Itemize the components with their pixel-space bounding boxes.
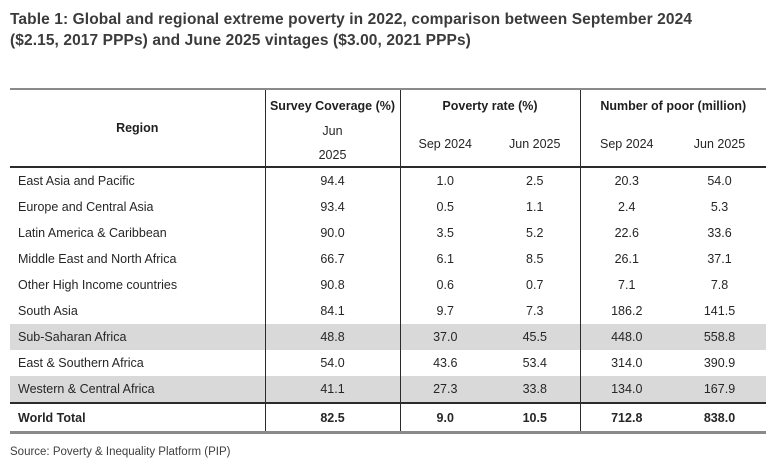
table-row-world-total: World Total 82.5 9.0 10.5 712.8 838.0 <box>10 402 767 433</box>
column-header-region: Region <box>116 121 159 135</box>
cell-poor-sep2024: 26.1 <box>579 246 673 272</box>
cell-survey-coverage: 66.7 <box>264 246 400 272</box>
cell-poverty-rate-jun2025: 0.7 <box>526 278 544 292</box>
table-header: Region Survey Coverage (%) Jun 2025 Pove… <box>10 89 767 167</box>
column-subheader-poverty-sep2024: Sep 2024 <box>399 121 490 167</box>
poverty-table: Region Survey Coverage (%) Jun 2025 Pove… <box>10 88 767 434</box>
cell-survey-coverage: 48.8 <box>264 324 400 350</box>
cell-poor-sep2024: 448.0 <box>579 324 673 350</box>
cell-poor-sep2024: 7.1 <box>579 272 673 298</box>
cell-poverty-rate-jun2025: 1.1 <box>526 200 544 214</box>
column-subheader-survey-jun: Jun <box>322 124 343 138</box>
cell-poverty-rate-jun2025: 10.5 <box>490 402 580 433</box>
table-row: East Asia and Pacific 94.4 1.0 2.5 20.3 … <box>10 167 766 194</box>
cell-region: East Asia and Pacific <box>18 174 135 188</box>
source-note: Source: Poverty & Inequality Platform (P… <box>10 446 231 458</box>
cell-survey-coverage: 90.8 <box>264 272 400 298</box>
table-row: South Asia 84.1 9.7 7.3 186.2 141.5 <box>10 298 766 324</box>
column-header-number-of-poor: Number of poor (million) <box>579 89 767 121</box>
cell-poverty-rate-sep2024: 9.0 <box>399 402 490 433</box>
cell-poor-sep2024: 134.0 <box>579 376 673 403</box>
cell-poverty-rate-sep2024: 43.6 <box>399 350 490 376</box>
column-subheader-poverty-jun2025: Jun 2025 <box>509 136 561 151</box>
cell-poor-sep2024: 22.6 <box>579 220 673 246</box>
table-row: Sub-Saharan Africa 48.8 37.0 45.5 448.0 … <box>10 324 767 350</box>
cell-survey-coverage: 41.1 <box>264 376 400 403</box>
cell-poor-sep2024: 712.8 <box>579 402 673 433</box>
cell-region: Latin America & Caribbean <box>18 226 167 240</box>
column-header-survey-coverage-label: Survey Coverage (%) <box>269 99 396 113</box>
cell-survey-coverage: 54.0 <box>264 350 400 376</box>
cell-poor-jun2025: 54.0 <box>707 174 732 188</box>
cell-poverty-rate-jun2025: 2.5 <box>526 174 544 188</box>
cell-region: Western & Central Africa <box>10 376 265 403</box>
cell-survey-coverage: 82.5 <box>264 402 400 433</box>
cell-poor-jun2025: 37.1 <box>707 252 732 266</box>
table-row: Other High Income countries 90.8 0.6 0.7… <box>10 272 766 298</box>
cell-poor-jun2025: 7.8 <box>710 278 729 292</box>
cell-poor-jun2025: 167.9 <box>673 376 767 403</box>
table-row: Western & Central Africa 41.1 27.3 33.8 … <box>10 376 767 403</box>
page-title-line2: ($2.15, 2017 PPPs) and June 2025 vintage… <box>10 32 471 49</box>
cell-poor-jun2025: 5.3 <box>710 200 729 214</box>
cell-poor-jun2025: 33.6 <box>707 226 732 240</box>
cell-poor-sep2024: 314.0 <box>579 350 673 376</box>
column-subheader-poor-jun2025: Jun 2025 <box>693 136 746 151</box>
cell-poverty-rate-sep2024: 6.1 <box>399 246 490 272</box>
cell-poverty-rate-sep2024: 0.5 <box>399 194 490 220</box>
cell-poverty-rate-jun2025: 5.2 <box>526 226 544 240</box>
cell-region: Other High Income countries <box>18 278 178 292</box>
table-header-row-subcolumns: Sep 2024 Jun 2025 Sep 2024 Jun 2025 <box>10 121 766 167</box>
cell-poor-sep2024: 20.3 <box>579 167 673 194</box>
cell-poverty-rate-jun2025: 33.8 <box>490 376 580 403</box>
page-title-line1: Table 1: Global and regional extreme pov… <box>10 11 693 28</box>
cell-poverty-rate-jun2025: 53.4 <box>522 356 547 370</box>
table-row: Latin America & Caribbean 90.0 3.5 5.2 2… <box>10 220 766 246</box>
column-subheader-survey-2025: 2025 <box>318 148 347 162</box>
table-row: Middle East and North Africa 66.7 6.1 8.… <box>10 246 766 272</box>
cell-poor-sep2024: 186.2 <box>579 298 673 324</box>
cell-region: Sub-Saharan Africa <box>10 324 265 350</box>
cell-poverty-rate-sep2024: 0.6 <box>399 272 490 298</box>
cell-poverty-rate-sep2024: 9.7 <box>399 298 490 324</box>
column-header-poverty-rate: Poverty rate (%) <box>399 89 580 121</box>
cell-region: Europe and Central Asia <box>18 200 154 214</box>
table-header-row-groups: Region Survey Coverage (%) Jun 2025 Pove… <box>10 89 767 167</box>
cell-region: South Asia <box>18 304 78 318</box>
cell-region: World Total <box>10 402 265 433</box>
cell-survey-coverage: 94.4 <box>264 167 400 194</box>
table-body: East Asia and Pacific 94.4 1.0 2.5 20.3 … <box>10 167 767 433</box>
cell-region: East & Southern Africa <box>18 356 144 370</box>
cell-poverty-rate-jun2025: 8.5 <box>526 252 544 266</box>
cell-poverty-rate-jun2025: 7.3 <box>526 304 544 318</box>
cell-poverty-rate-sep2024: 1.0 <box>399 167 490 194</box>
cell-poverty-rate-sep2024: 37.0 <box>399 324 490 350</box>
column-header-survey-coverage: Survey Coverage (%) Jun 2025 <box>264 89 400 167</box>
cell-poor-jun2025: 390.9 <box>703 356 736 370</box>
table-row: Europe and Central Asia 93.4 0.5 1.1 2.4… <box>10 194 766 220</box>
cell-poor-sep2024: 2.4 <box>579 194 673 220</box>
cell-survey-coverage: 84.1 <box>264 298 400 324</box>
cell-survey-coverage: 90.0 <box>264 220 400 246</box>
cell-poor-jun2025: 838.0 <box>673 402 767 433</box>
page-title: Table 1: Global and regional extreme pov… <box>10 9 766 51</box>
cell-region: Middle East and North Africa <box>18 252 177 266</box>
cell-survey-coverage: 93.4 <box>264 194 400 220</box>
column-subheader-poor-sep2024: Sep 2024 <box>579 121 673 167</box>
cell-poverty-rate-sep2024: 27.3 <box>399 376 490 403</box>
table-row: East & Southern Africa 54.0 43.6 53.4 31… <box>10 350 766 376</box>
cell-poor-jun2025: 558.8 <box>673 324 767 350</box>
cell-poverty-rate-jun2025: 45.5 <box>490 324 580 350</box>
cell-poverty-rate-sep2024: 3.5 <box>399 220 490 246</box>
cell-poor-jun2025: 141.5 <box>703 304 736 318</box>
